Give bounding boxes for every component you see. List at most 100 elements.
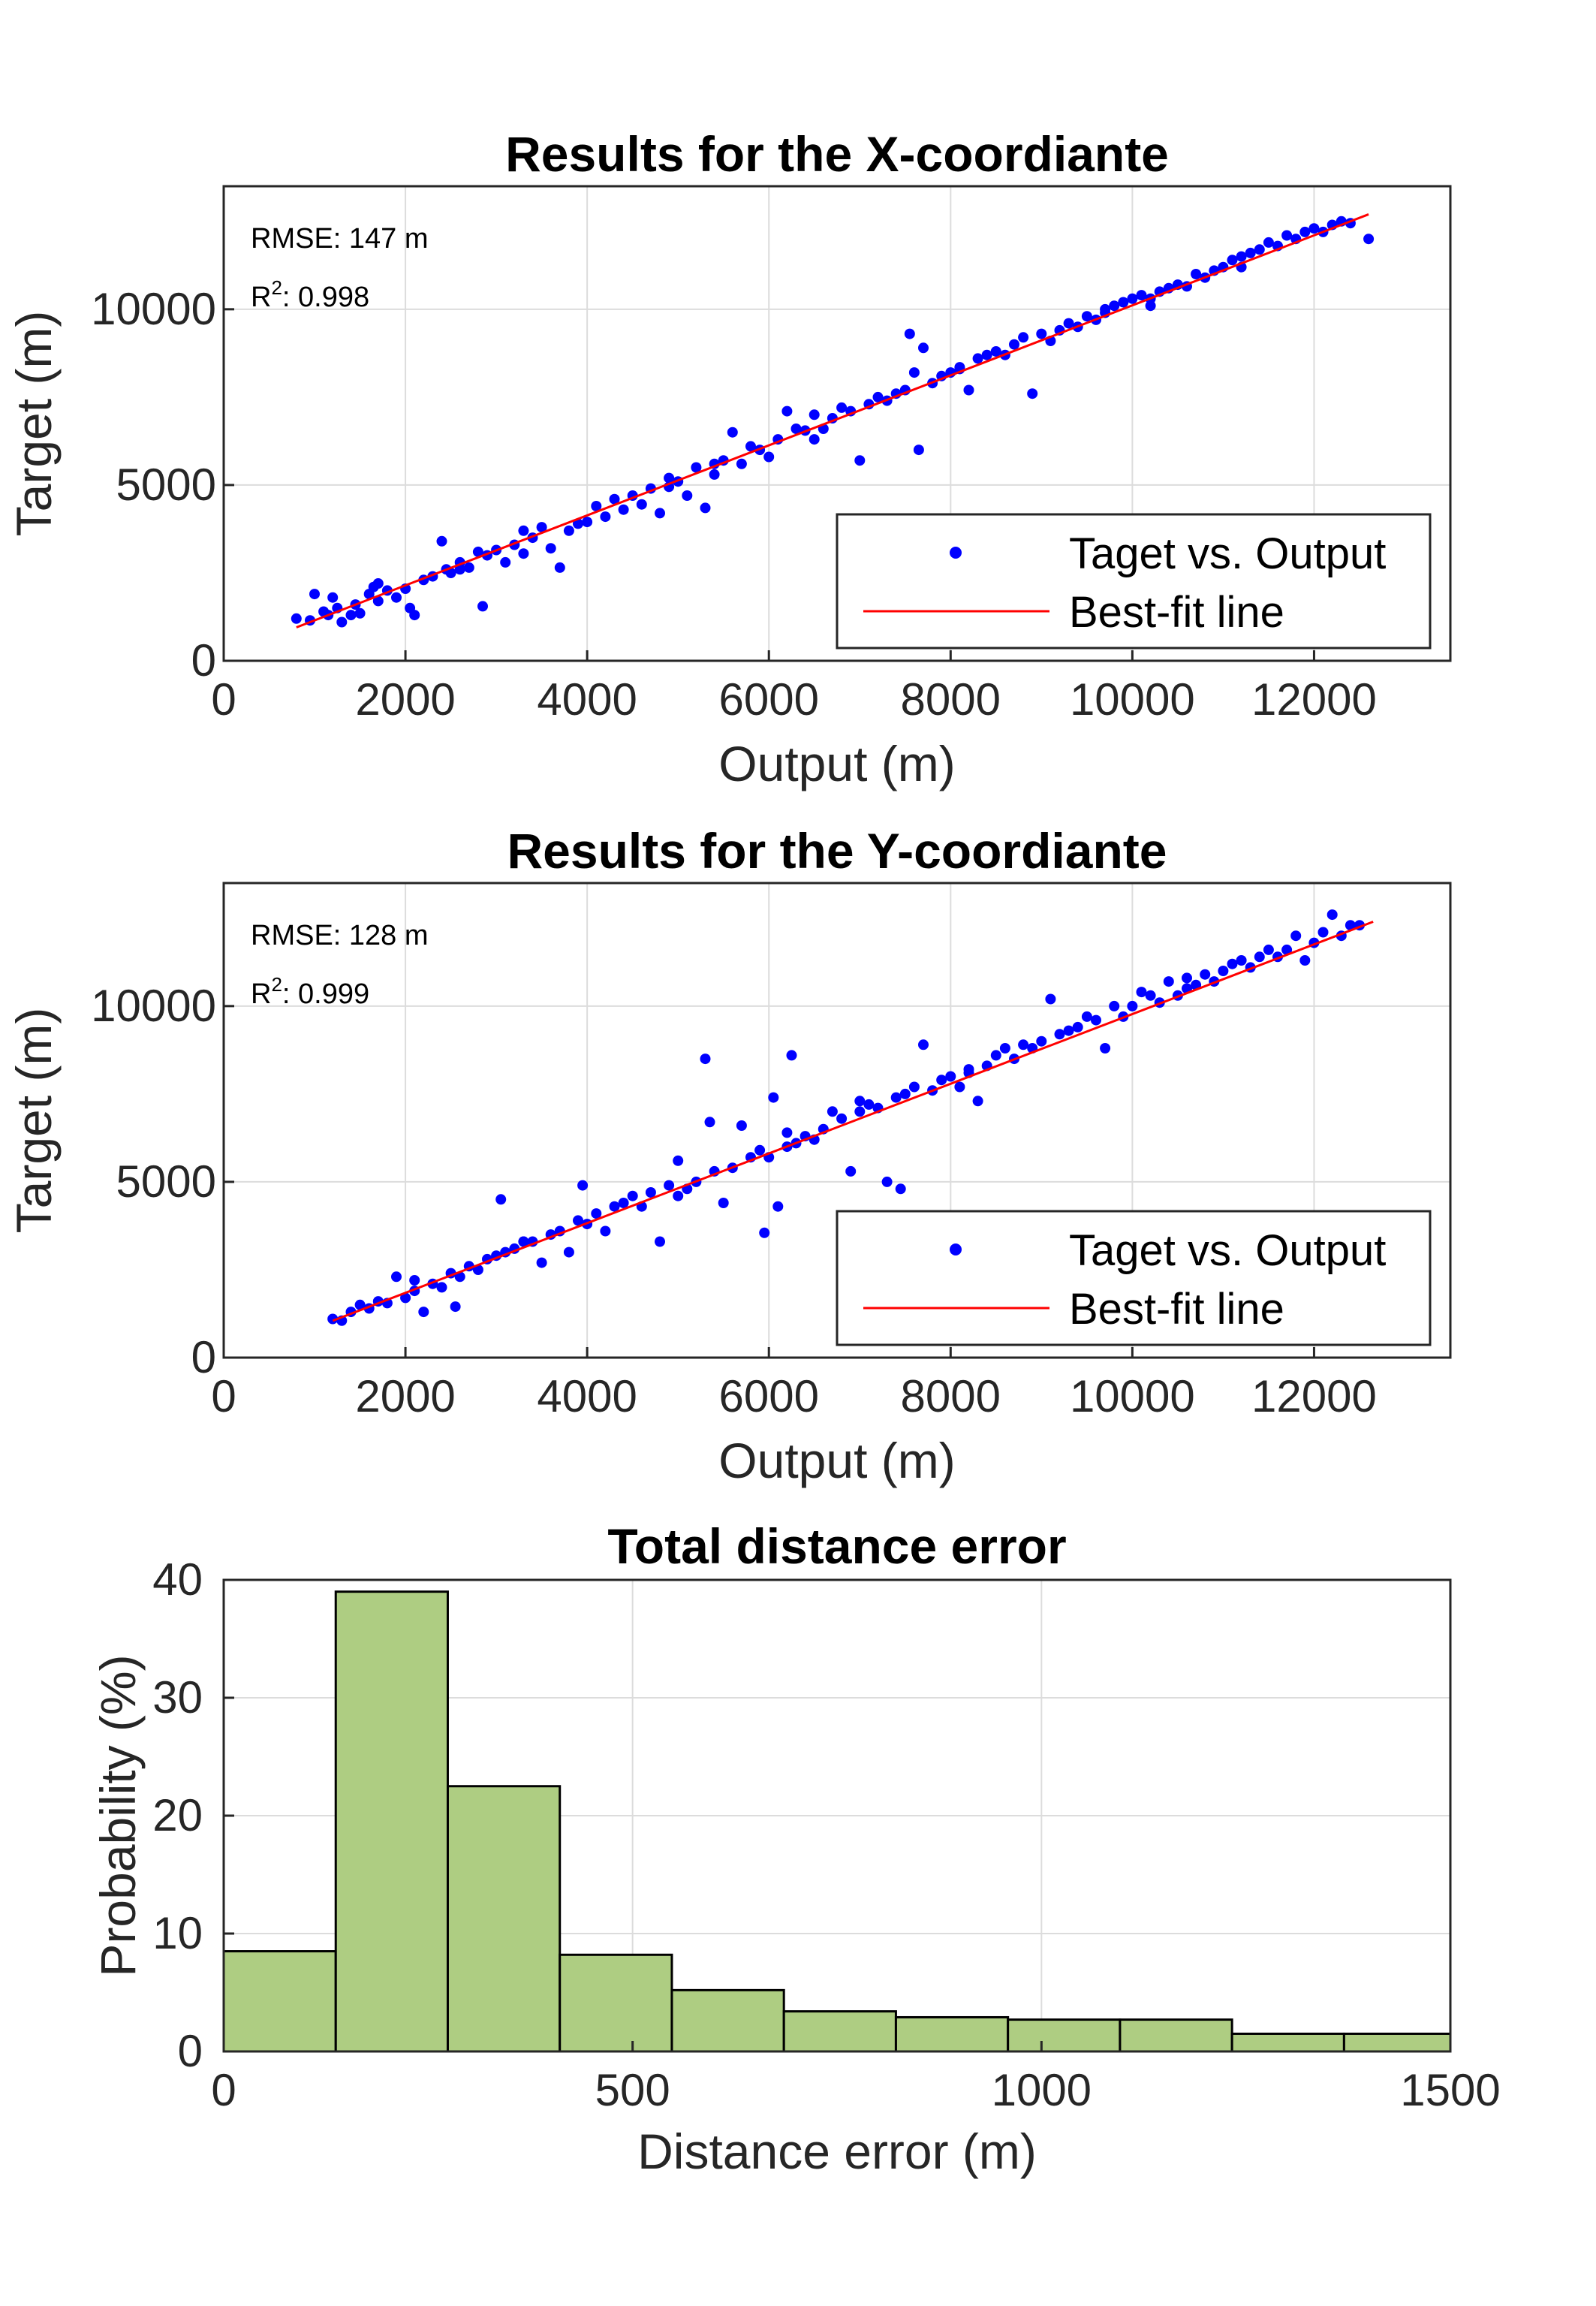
histogram-bar [782, 2010, 897, 2053]
scatter-point [1127, 293, 1138, 304]
scatter-point [627, 1190, 638, 1201]
scatter-point [1299, 226, 1311, 237]
scatter-point [913, 445, 924, 456]
scatter-point [500, 556, 511, 568]
scatter-point [418, 1307, 429, 1318]
scatter-point [754, 1144, 766, 1156]
scatter-point [436, 1282, 447, 1293]
histogram-bar [559, 1953, 673, 2053]
scatter-point [700, 1054, 711, 1065]
scatter-point [1109, 300, 1120, 312]
histogram-panel: 0 500 1000 1500 0 10 20 30 40 Total distance err… [90, 1518, 1501, 2179]
scatter-point [1018, 1039, 1029, 1051]
scatter-point [591, 501, 602, 511]
scatter-point [636, 499, 647, 510]
scatter-point [477, 601, 488, 612]
y-tick-label: 10000 [91, 981, 216, 1031]
scatter-point [609, 493, 620, 505]
scatter-point [609, 1201, 620, 1212]
scatter-point [336, 616, 348, 628]
scatter-point [936, 1075, 947, 1086]
scatter-point [1081, 311, 1092, 322]
scatter-point [554, 562, 565, 573]
scatter-point [1182, 972, 1192, 984]
scatter-point [372, 578, 384, 589]
scatter-point [990, 1050, 1001, 1061]
histogram-bar [446, 1785, 562, 2053]
scatter-point [600, 1225, 611, 1237]
scatter-point [1299, 955, 1311, 966]
scatter-point [745, 441, 756, 452]
scatter-point [845, 1165, 857, 1177]
x-tick-label: 4000 [537, 1371, 637, 1421]
legend-label-fit: Best-fit line [1069, 588, 1284, 637]
scatter-point [836, 1113, 848, 1124]
x-tick-label: 0 [211, 2065, 236, 2115]
scatter-point [718, 1198, 729, 1208]
y-tick-label: 30 [152, 1672, 203, 1723]
x-tick-label: 12000 [1251, 1371, 1377, 1421]
scatter-point [908, 367, 920, 378]
scatter-point [781, 1127, 793, 1138]
y-tick-label: 20 [152, 1790, 203, 1840]
scatter-point [309, 589, 320, 600]
scatter-point [854, 1106, 866, 1117]
scatter-point [1118, 297, 1129, 308]
scatter-point [704, 1117, 715, 1128]
scatter-point [691, 462, 702, 473]
y-tick-label: 5000 [116, 1156, 216, 1207]
scatter-point [963, 384, 974, 396]
scatter-point [1263, 237, 1274, 248]
scatter-point [409, 610, 420, 621]
scatter-point [445, 568, 456, 578]
scatter-point [327, 1313, 339, 1325]
r2-annotation: R2: 0.999 [251, 973, 369, 1010]
scatter-point [736, 458, 747, 469]
scatter-point [768, 1092, 779, 1103]
scatter-point [945, 1071, 956, 1082]
ticks: 0 2000 4000 6000 8000 10000 12000 0 5000 10000 [91, 981, 1377, 1421]
scatter-point [1326, 909, 1338, 921]
histogram-bar [670, 1988, 785, 2053]
scatter-point [582, 517, 593, 528]
chart-title: Results for the Y-coordiante [507, 823, 1167, 879]
scatter-point [1163, 976, 1174, 987]
scatter-point [963, 1064, 974, 1075]
x-tick-label: 1500 [1400, 2065, 1500, 2115]
x-tick-label: 6000 [718, 1371, 818, 1421]
ticks: 0 500 1000 1500 0 10 20 30 40 [152, 1554, 1500, 2115]
scatter-point [890, 1092, 902, 1103]
scatter-point [1136, 290, 1147, 301]
scatter-point [1036, 1035, 1047, 1047]
y-tick-label: 0 [178, 2026, 203, 2076]
x-axis-label: Output (m) [718, 1433, 955, 1488]
scatter-point [563, 525, 574, 536]
scatter-point [881, 1176, 893, 1187]
x-axis-label: Output (m) [718, 736, 955, 791]
scatter-point [1072, 1021, 1083, 1032]
ticks: 0 2000 4000 6000 8000 10000 12000 0 5000 10000 [91, 284, 1377, 725]
scatter-point [1145, 990, 1156, 1001]
legend-label-scatter: Taget vs. Output [1069, 529, 1386, 578]
scatter-point [727, 427, 738, 438]
scatter-point [463, 562, 474, 573]
scatter-point [854, 455, 866, 466]
scatter-point [472, 546, 483, 557]
y-tick-label: 10000 [91, 284, 216, 334]
scatter-point [700, 502, 711, 514]
histogram-bar [1342, 2032, 1452, 2053]
y-tick-label: 10 [152, 1908, 203, 1958]
histogram-bar [334, 1590, 449, 2053]
scatter-point [682, 490, 693, 501]
scatter-point [1063, 1025, 1074, 1036]
scatter-point [972, 353, 983, 364]
scatter-point [1236, 955, 1247, 966]
scatter-point [981, 349, 992, 360]
scatter-point [577, 1180, 589, 1191]
scatter-point [536, 1257, 547, 1268]
scatter-point [1100, 1043, 1111, 1054]
scatter-point [495, 1194, 507, 1205]
scatter-point [409, 1275, 420, 1286]
scatter-point [836, 402, 848, 413]
scatter-point [436, 535, 447, 547]
